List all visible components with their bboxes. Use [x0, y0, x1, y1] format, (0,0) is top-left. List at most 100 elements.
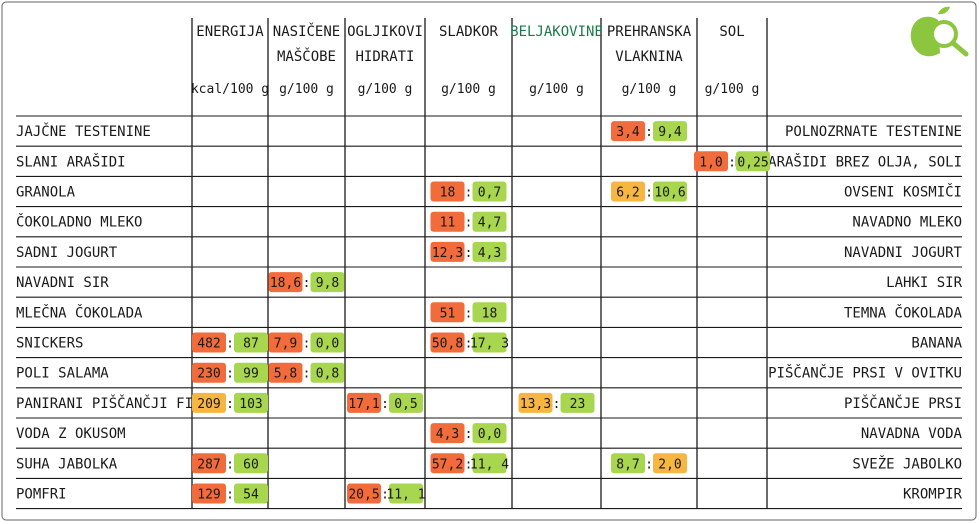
value-label-unhealthy: 6,2: [616, 186, 639, 201]
value-bar-unhealthy: [268, 272, 303, 293]
row-label-unhealthy: POLI SALAMA: [16, 366, 109, 382]
value-bar-healthy: [310, 272, 345, 293]
value-label-healthy: 2,0: [658, 457, 681, 472]
value-bar-unhealthy: [430, 211, 465, 232]
value-separator: :: [226, 367, 234, 382]
value-separator: :: [645, 125, 653, 140]
row-label-healthy: NAVADNA VODA: [861, 426, 963, 442]
value-label-healthy: 18: [482, 306, 498, 321]
column-header: ENERGIJA: [196, 24, 264, 40]
value-bar-healthy: [389, 392, 423, 413]
value-bar-healthy: [234, 332, 268, 353]
value-label-healthy: 54: [243, 488, 259, 503]
value-bar-healthy: [560, 392, 595, 413]
value-bar-unhealthy: [430, 181, 465, 202]
value-label-unhealthy: 50,8: [432, 337, 463, 352]
value-label-healthy: 103: [239, 397, 262, 412]
value-bar-unhealthy: [518, 392, 553, 413]
value-bar-unhealthy: [192, 362, 226, 383]
row-label-healthy: PR. ARAŠIDI BREZ OLJA, SOLI: [734, 152, 962, 170]
value-separator: :: [465, 216, 473, 231]
value-separator: :: [226, 457, 234, 472]
value-bar-unhealthy: [192, 332, 226, 353]
column-header: SLADKOR: [439, 24, 499, 40]
column-unit: g/100 g: [622, 82, 677, 97]
value-bar-healthy: [736, 151, 770, 172]
value-label-unhealthy: 57,2: [432, 457, 463, 472]
value-label-unhealthy: 230: [197, 367, 220, 382]
value-bar-healthy: [472, 211, 507, 232]
value-separator: :: [226, 488, 234, 503]
column-unit: g/100 g: [441, 82, 496, 97]
value-bar-healthy: [472, 241, 507, 262]
apple-magnifier-icon: [910, 6, 969, 57]
value-label-healthy: 0,7: [478, 186, 501, 201]
column-header: BELJAKOVINE: [510, 24, 603, 40]
value-label-unhealthy: 482: [197, 337, 220, 352]
value-bar-healthy: [234, 453, 268, 474]
value-separator: :: [381, 397, 389, 412]
value-separator: :: [465, 427, 473, 442]
value-separator: :: [303, 367, 311, 382]
value-separator: :: [645, 457, 653, 472]
value-bar-healthy: [389, 483, 423, 504]
row-label-healthy: NAVADNI JOGURT: [844, 245, 963, 261]
row-label-unhealthy: NAVADNI SIR: [16, 275, 109, 291]
value-label-healthy: 23: [570, 397, 586, 412]
value-label-unhealthy: 3,4: [616, 125, 640, 140]
value-bar-unhealthy: [192, 392, 226, 413]
row-label-unhealthy: JAJČNE TESTENINE: [16, 122, 151, 140]
value-bar-unhealthy: [430, 241, 465, 262]
value-bar-unhealthy: [268, 362, 303, 383]
value-bar-healthy: [472, 453, 507, 474]
column-header: NASIČENE: [273, 22, 340, 40]
value-label-healthy: 0,5: [394, 397, 417, 412]
row-label-healthy: NAVADNO MLEKO: [852, 215, 962, 231]
value-label-healthy: 17, 3: [470, 337, 509, 352]
value-separator: :: [728, 155, 736, 170]
value-bar-healthy: [472, 302, 507, 323]
column-header: SOL: [719, 24, 744, 40]
row-label-unhealthy: ČOKOLADNO MLEKO: [16, 213, 142, 231]
value-bar-healthy: [653, 181, 687, 202]
column-unit: g/100 g: [705, 82, 760, 97]
column-header: PREHRANSKA: [607, 24, 692, 40]
row-label-healthy: TEMNA ČOKOLADA: [844, 303, 963, 321]
value-bar-healthy: [234, 362, 268, 383]
value-separator: :: [303, 337, 311, 352]
row-label-unhealthy: SADNI JOGURT: [16, 245, 118, 261]
value-bar-unhealthy: [430, 423, 465, 444]
value-bar-healthy: [472, 181, 507, 202]
row-label-unhealthy: POMFRI: [16, 487, 67, 503]
value-label-unhealthy: 12,3: [432, 246, 463, 261]
row-label-unhealthy: MLEČNA ČOKOLADA: [16, 303, 143, 321]
value-bar-unhealthy: [430, 332, 465, 353]
value-label-healthy: 9,4: [658, 125, 682, 140]
value-bar-healthy: [472, 423, 507, 444]
column-unit: g/100 g: [358, 82, 413, 97]
value-label-healthy: 0,0: [478, 427, 501, 442]
value-label-healthy: 0,0: [316, 337, 339, 352]
value-label-healthy: 99: [243, 367, 259, 382]
value-separator: :: [553, 397, 561, 412]
value-bar-unhealthy: [192, 483, 226, 504]
value-label-unhealthy: 17,1: [348, 397, 379, 412]
value-bar-unhealthy: [430, 453, 465, 474]
row-label-healthy: SVEŽE JABOLKO: [852, 454, 962, 472]
row-label-healthy: PIŠČANČJE PRSI: [844, 394, 962, 412]
value-separator: :: [381, 488, 389, 503]
value-label-healthy: 0,25: [737, 155, 768, 170]
value-bar-healthy: [310, 362, 345, 383]
row-label-unhealthy: SNICKERS: [16, 336, 83, 352]
column-unit: kcal/100 g: [191, 82, 269, 97]
value-bar-unhealthy: [268, 332, 303, 353]
row-label-unhealthy: PANIRANI PIŠČANČJI FILE: [16, 394, 210, 412]
value-label-healthy: 9,8: [316, 276, 339, 291]
value-separator: :: [645, 186, 653, 201]
column-unit: g/100 g: [279, 82, 334, 97]
value-bar-healthy: [653, 121, 687, 142]
value-separator: :: [226, 397, 234, 412]
column-header: MAŠČOBE: [277, 47, 336, 65]
